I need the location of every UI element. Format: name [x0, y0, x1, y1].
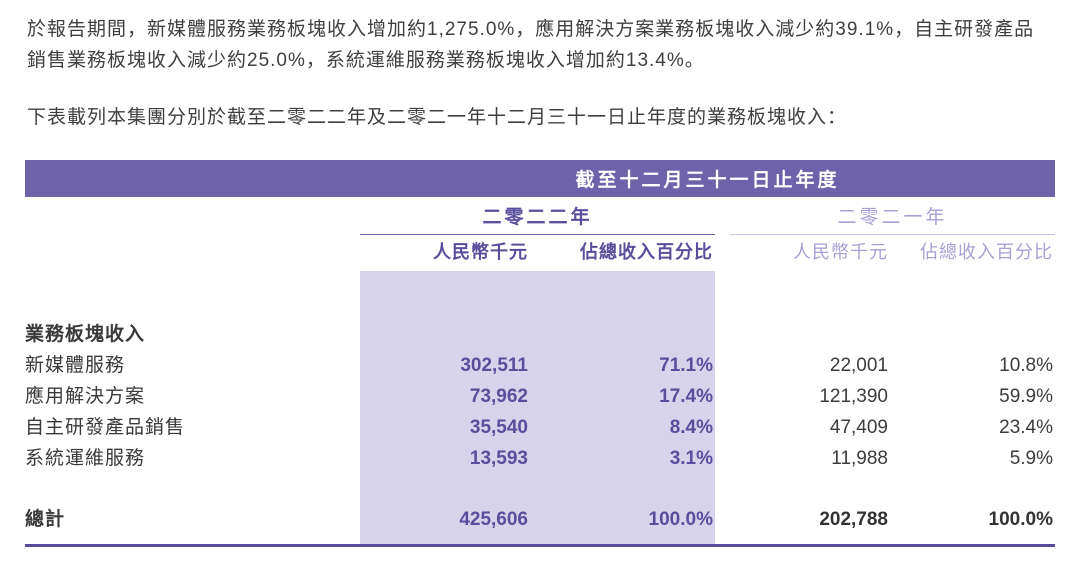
total-2022-amount: 425,606: [459, 509, 528, 530]
empty-cell: [530, 319, 715, 350]
total-2021-amount: 202,788: [819, 509, 888, 530]
row-2021-pct: 59.9%: [999, 386, 1053, 407]
table-row: 自主研發產品銷售 35,540 8.4% 47,409 23.4%: [25, 412, 1055, 443]
total-2021-pct: 100.0%: [988, 509, 1053, 530]
row-label: 新媒體服務: [25, 355, 126, 376]
row-2022-pct: 8.4%: [669, 417, 713, 438]
segment-revenue-table: 截至十二月三十一日止年度 二零二二年 二零二一年 人民幣千元 佔總收入百分比 人…: [25, 160, 1055, 547]
row-2021-amount: 11,988: [831, 448, 888, 469]
row-label: 應用解決方案: [25, 386, 146, 407]
intro-paragraph: 於報告期間，新媒體服務業務板塊收入增加約1,275.0%，應用解決方案業務板塊收…: [27, 19, 1035, 71]
empty-cell: [360, 319, 530, 350]
current-year-highlight-band: [360, 271, 715, 544]
report-page: 於報告期間，新媒體服務業務板塊收入增加約1,275.0%，應用解決方案業務板塊收…: [0, 14, 1080, 547]
column-gap: [715, 381, 730, 412]
table-row: 系統運維服務 13,593 3.1% 11,988 5.9%: [25, 443, 1055, 474]
row-2021-pct: 5.9%: [1009, 448, 1053, 469]
row-2021-amount: 121,390: [819, 386, 888, 407]
total-label: 總計: [25, 509, 66, 530]
table-row: 應用解決方案 73,962 17.4% 121,390 59.9%: [25, 381, 1055, 412]
section-header-label: 業務板塊收入: [25, 324, 146, 345]
row-2022-amount: 35,540: [469, 417, 528, 438]
banner-title: 截至十二月三十一日止年度: [575, 170, 840, 191]
col-2022-pct-header: 佔總收入百分比: [580, 242, 713, 262]
column-gap: [715, 264, 730, 271]
column-gap: [715, 443, 730, 474]
table-row: 新媒體服務 302,511 71.1% 22,001 10.8%: [25, 350, 1055, 381]
row-2021-pct: 23.4%: [999, 417, 1053, 438]
row-2022-amount: 73,962: [469, 386, 528, 407]
row-2022-pct: 17.4%: [659, 386, 713, 407]
table-intro-paragraph: 下表載列本集團分別於截至二零二二年及二零二一年十二月三十一日止年度的業務板塊收入…: [27, 107, 848, 128]
column-gap: [715, 319, 730, 350]
row-2021-amount: 22,001: [829, 355, 888, 376]
total-2022-pct: 100.0%: [648, 509, 713, 530]
row-2022-pct: 3.1%: [669, 448, 713, 469]
row-label: 自主研發產品銷售: [25, 417, 186, 438]
row-2022-pct: 71.1%: [659, 355, 713, 376]
empty-cell: [25, 264, 360, 271]
column-header-row: 人民幣千元 佔總收入百分比 人民幣千元 佔總收入百分比: [25, 235, 1055, 271]
column-gap: [715, 412, 730, 443]
row-2022-amount: 302,511: [460, 355, 528, 376]
col-2022-amount-header: 人民幣千元: [433, 242, 528, 262]
year-header-row: 二零二二年 二零二一年: [25, 197, 1055, 235]
row-2021-pct: 10.8%: [999, 355, 1053, 376]
year-2022-label: 二零二二年: [360, 202, 715, 235]
column-gap: [715, 350, 730, 381]
section-header-row: 業務板塊收入: [25, 319, 1055, 350]
empty-cell: [730, 319, 890, 350]
col-2021-amount-header: 人民幣千元: [793, 242, 888, 262]
row-label: 系統運維服務: [25, 448, 146, 469]
row-2022-amount: 13,593: [469, 448, 528, 469]
row-2021-amount: 47,409: [829, 417, 888, 438]
empty-cell: [890, 319, 1055, 350]
column-gap: [715, 502, 730, 538]
col-2021-pct-header: 佔總收入百分比: [920, 242, 1053, 262]
year-2021-label: 二零二一年: [730, 202, 1055, 235]
table-header-banner: 截至十二月三十一日止年度: [25, 160, 1055, 197]
total-row: 總計 425,606 100.0% 202,788 100.0%: [25, 502, 1055, 538]
